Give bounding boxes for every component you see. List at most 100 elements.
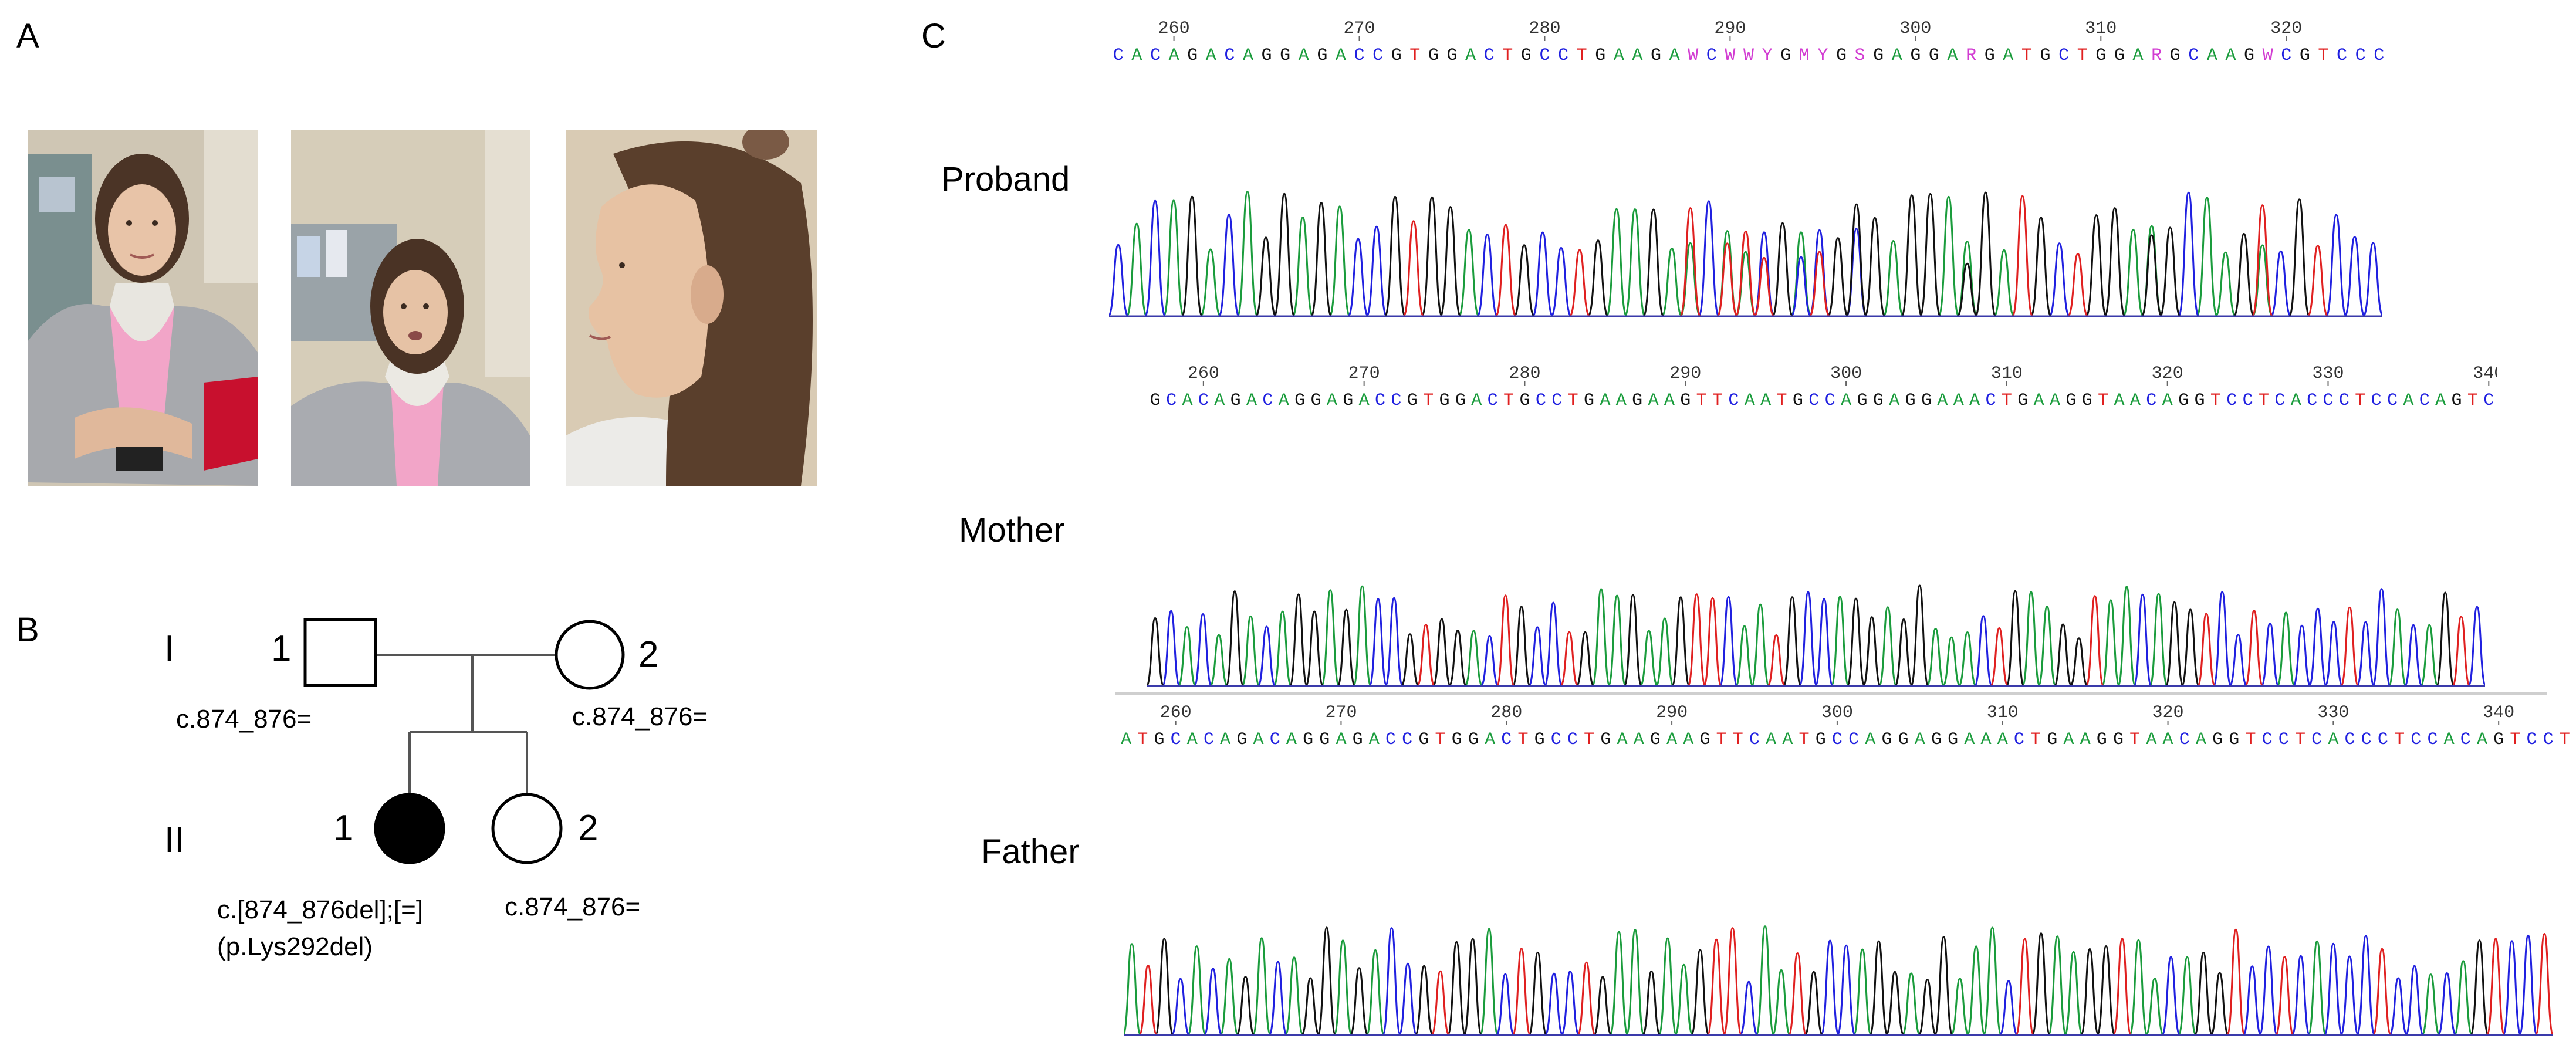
base-call: A xyxy=(1634,730,1644,750)
base-call: T xyxy=(2467,391,2478,411)
base-call: T xyxy=(2245,730,2256,750)
base-call: A xyxy=(1121,730,1131,750)
base-call: T xyxy=(1777,391,1787,411)
base-call: C xyxy=(2243,391,2253,411)
base-call: C xyxy=(1224,46,1235,66)
base-call: T xyxy=(1568,391,1578,411)
trace-channel-a xyxy=(1177,585,2439,687)
panel-label-a: A xyxy=(16,17,39,55)
base-call: G xyxy=(1931,730,1942,750)
base-call: A xyxy=(1182,391,1192,411)
base-call: A xyxy=(2130,391,2141,411)
base-call: G xyxy=(1187,46,1198,66)
position-tick-label: 310 xyxy=(1987,703,2019,723)
base-call: G xyxy=(1905,391,1916,411)
base-call: C xyxy=(1171,730,1181,750)
base-call: G xyxy=(1391,46,1402,66)
base-call: G xyxy=(2017,391,2028,411)
base-call: G xyxy=(1699,730,1710,750)
position-tick-label: 330 xyxy=(2317,703,2349,723)
base-call: A xyxy=(2225,46,2236,66)
patient-photo-frontal xyxy=(28,130,258,486)
base-call: G xyxy=(1452,730,1462,750)
base-call: A xyxy=(2444,730,2455,750)
position-tick-label: 280 xyxy=(1509,364,1540,384)
base-call: C xyxy=(1270,730,1280,750)
base-call: G xyxy=(2082,391,2092,411)
base-call: A xyxy=(2146,730,2156,750)
base-call: C xyxy=(2323,391,2333,411)
base-call: T xyxy=(2560,730,2570,750)
base-call: T xyxy=(2210,391,2221,411)
base-call: G xyxy=(1680,391,1691,411)
base-call: C xyxy=(2355,46,2366,66)
base-call: A xyxy=(1981,730,1992,750)
base-call: A xyxy=(2050,391,2060,411)
base-call: C xyxy=(1848,730,1859,750)
individual-ii-2-female-symbol xyxy=(491,793,563,864)
base-call: G xyxy=(1948,730,1958,750)
base-call: C xyxy=(2387,391,2398,411)
pedigree-diagram: I II 1 c.874_876= 2 c.874_876= 1 c.[874_… xyxy=(164,618,708,961)
base-call: G xyxy=(2065,391,2076,411)
base-call: A xyxy=(2163,730,2173,750)
base-call: W xyxy=(2263,46,2273,66)
base-call: Y xyxy=(1762,46,1773,66)
base-call: A xyxy=(2207,46,2217,66)
base-call: C xyxy=(2345,730,2355,750)
position-tick-label: 310 xyxy=(2085,19,2117,39)
base-call: T xyxy=(1577,46,1587,66)
base-call: G xyxy=(1780,46,1791,66)
base-call: A xyxy=(1683,730,1693,750)
base-call: T xyxy=(1137,730,1148,750)
base-call: A xyxy=(1760,391,1771,411)
base-call: C xyxy=(1567,730,1578,750)
base-call: C xyxy=(1372,46,1383,66)
base-call: C xyxy=(2262,730,2273,750)
base-call: A xyxy=(2132,46,2143,66)
individual-i-1-number: 1 xyxy=(271,628,291,669)
base-call: A xyxy=(2291,391,2301,411)
base-call: T xyxy=(2295,730,2305,750)
base-call: C xyxy=(1385,730,1396,750)
base-call: C xyxy=(1706,46,1717,66)
base-call: A xyxy=(1745,391,1755,411)
base-call: G xyxy=(1418,730,1429,750)
base-call: A xyxy=(2435,391,2446,411)
base-call: T xyxy=(1712,391,1723,411)
base-call: C xyxy=(1551,391,1562,411)
base-call: C xyxy=(2337,46,2347,66)
base-call: C xyxy=(2460,730,2471,750)
position-tick-label: 320 xyxy=(2152,703,2184,723)
base-call: C xyxy=(1551,730,1561,750)
base-call: T xyxy=(1423,391,1434,411)
base-call: A xyxy=(1766,730,1776,750)
base-call: G xyxy=(1898,730,1909,750)
base-call: G xyxy=(2229,730,2239,750)
base-call: W xyxy=(1725,46,1735,66)
trace-channel-g xyxy=(1154,926,2490,1036)
base-call: G xyxy=(1929,46,1939,66)
base-call: C xyxy=(2058,46,2069,66)
base-call: A xyxy=(1246,391,1257,411)
base-call: A xyxy=(1600,391,1610,411)
base-call: A xyxy=(1616,391,1627,411)
base-call: G xyxy=(1310,391,1321,411)
base-call: C xyxy=(2371,391,2382,411)
base-call: G xyxy=(2244,46,2254,66)
base-call: T xyxy=(1733,730,1743,750)
chromatogram-label-father: Father xyxy=(981,833,1080,871)
base-call: G xyxy=(2300,46,2310,66)
base-call: A xyxy=(1485,730,1495,750)
base-call: A xyxy=(2080,730,2091,750)
base-call: C xyxy=(2339,391,2349,411)
base-call: A xyxy=(1206,46,1216,66)
base-call: A xyxy=(1969,391,1980,411)
base-call: G xyxy=(1319,730,1330,750)
base-call: C xyxy=(1402,730,1412,750)
base-call: G xyxy=(1407,391,1418,411)
base-call: T xyxy=(2021,46,2032,66)
base-call: A xyxy=(1782,730,1793,750)
base-call: G xyxy=(1910,46,1921,66)
base-call: G xyxy=(1584,391,1594,411)
